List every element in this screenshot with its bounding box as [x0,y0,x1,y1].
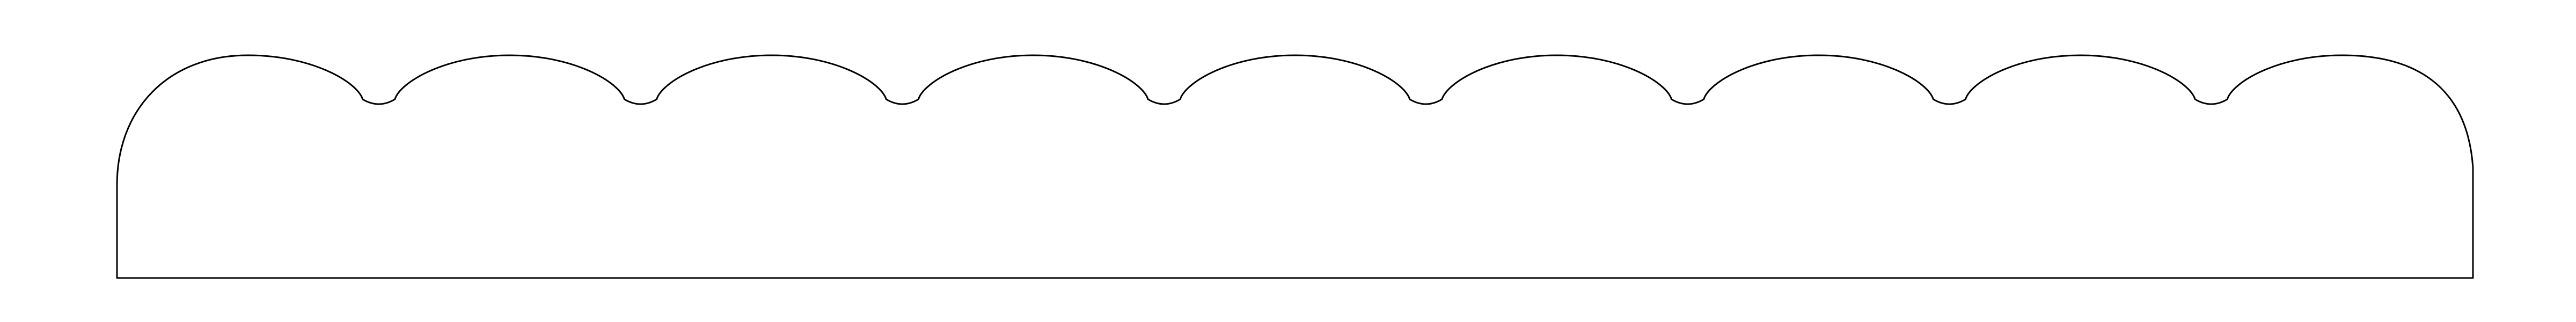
scalloped-border-outline [116,54,2474,279]
